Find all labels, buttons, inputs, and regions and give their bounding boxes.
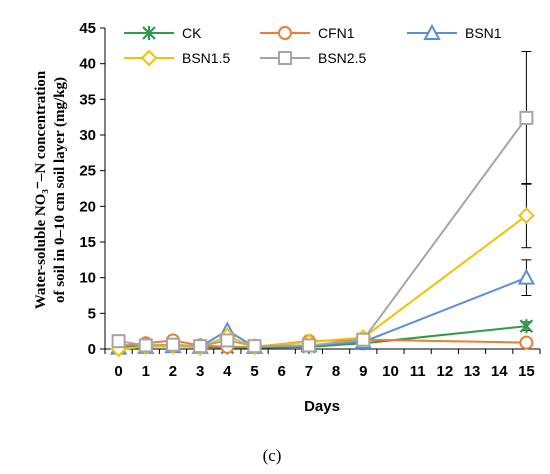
y-tick-label: 35 — [79, 91, 96, 108]
series-bsn1-5 — [110, 183, 535, 358]
x-tick-label: 1 — [142, 363, 150, 380]
y-axis-label-line1: Water-soluble NO₃⁻–N concentration — [33, 70, 49, 309]
x-tick-label: 10 — [382, 363, 399, 380]
x-tick-label: 11 — [410, 363, 426, 380]
y-tick-label: 5 — [88, 305, 96, 322]
series-line — [118, 117, 528, 348]
series-line — [118, 276, 527, 349]
data-point — [519, 335, 534, 350]
x-tick-label: 6 — [278, 363, 286, 380]
data-point — [111, 334, 126, 349]
y-axis-label: Water-soluble NO₃⁻–N concentration of so… — [33, 70, 68, 309]
legend-marker — [142, 26, 156, 40]
legend-marker — [140, 49, 158, 67]
y-tick-label: 30 — [79, 127, 96, 144]
series-line — [118, 214, 528, 350]
legend-marker — [423, 23, 441, 40]
legend: CK CFN1 BSN1 BSN1.5 BSN2.5 — [124, 23, 502, 67]
data-point — [220, 333, 235, 348]
x-tick-label: 3 — [196, 363, 204, 380]
data-point — [519, 319, 534, 334]
x-tick-label: 0 — [114, 363, 122, 380]
series-layer — [109, 51, 536, 358]
x-tick-label: 4 — [223, 363, 232, 380]
legend-label: BSN2.5 — [318, 50, 366, 66]
y-tick-label: 45 — [79, 20, 96, 37]
legend-label: CFN1 — [318, 25, 355, 41]
legend-label: BSN1 — [465, 25, 502, 41]
y-tick-label: 25 — [79, 163, 96, 180]
x-tick-label: 13 — [464, 363, 481, 380]
data-point — [301, 338, 316, 353]
data-point — [138, 338, 153, 353]
data-point — [517, 207, 535, 225]
legend-entry: BSN1.5 — [124, 49, 230, 67]
legend-entry: CK — [124, 25, 202, 41]
legend-marker — [278, 26, 292, 40]
legend-entry: BSN1 — [407, 23, 502, 41]
x-tick-label: 7 — [305, 363, 313, 380]
data-point — [247, 339, 262, 354]
data-point — [519, 110, 534, 125]
y-tick-label: 0 — [88, 341, 96, 358]
x-tick-label: 2 — [169, 363, 177, 380]
x-tick-label: 14 — [491, 363, 508, 380]
data-point — [165, 337, 180, 352]
x-tick-label: 5 — [250, 363, 258, 380]
y-tick-label: 20 — [79, 198, 96, 215]
legend-entry: CFN1 — [260, 25, 355, 41]
data-point — [356, 332, 371, 347]
data-point — [193, 339, 208, 354]
legend-label: CK — [182, 25, 202, 41]
x-tick-label: 8 — [332, 363, 340, 380]
data-point — [517, 268, 536, 285]
series-bsn2-5 — [111, 51, 534, 354]
legend-entry: BSN2.5 — [260, 50, 366, 66]
y-tick-label: 40 — [79, 56, 96, 73]
x-tick-label: 12 — [437, 363, 454, 380]
x-tick-label: 9 — [359, 363, 367, 380]
y-axis-label-line2: of soil in 0–10 cm soil layer (mg/kg) — [52, 77, 68, 303]
figure-caption: (c) — [263, 446, 282, 465]
legend-marker — [278, 51, 292, 65]
y-tick-label: 10 — [79, 270, 96, 287]
legend-label: BSN1.5 — [182, 50, 230, 66]
y-tick-label: 15 — [79, 234, 96, 251]
x-tick-label: 15 — [518, 363, 535, 380]
x-axis-label: Days — [304, 398, 340, 415]
